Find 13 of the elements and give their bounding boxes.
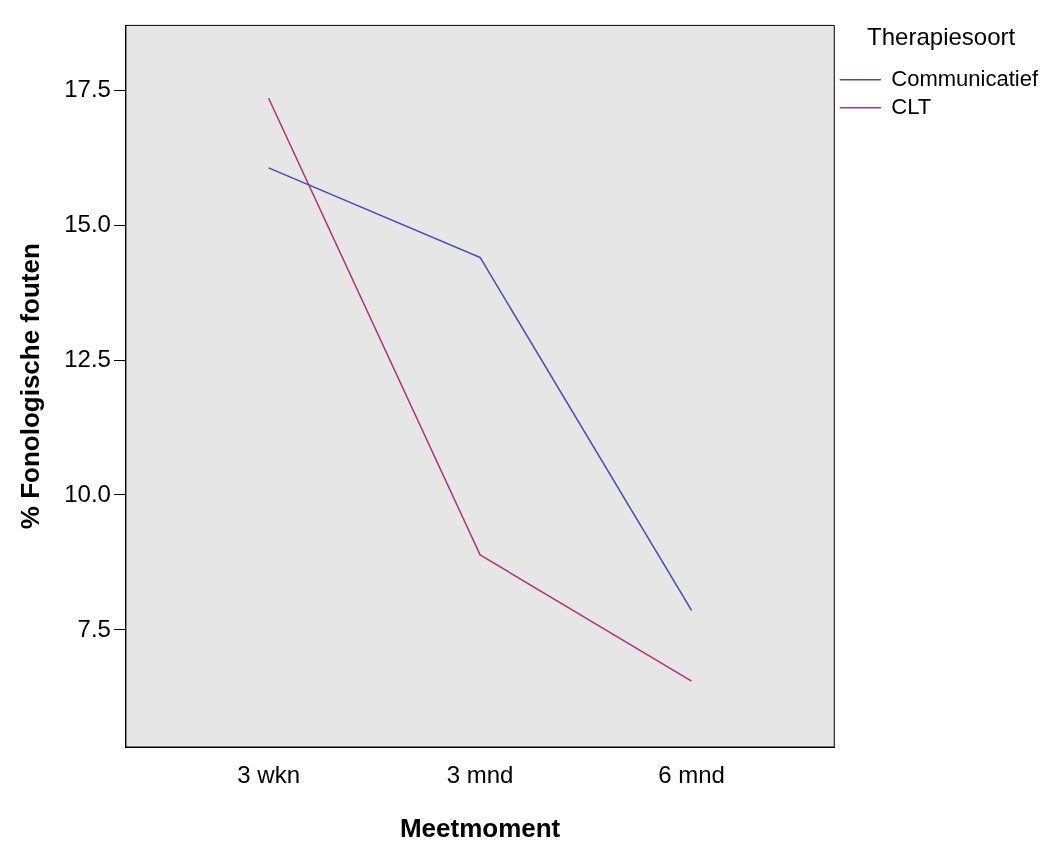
y-tick-label: 15.0 xyxy=(64,209,111,237)
y-tick-label: 12.5 xyxy=(64,344,111,372)
x-axis-title: Meetmoment xyxy=(399,812,561,843)
y-tick-label: 7.5 xyxy=(77,614,111,642)
y-tick-label: 10.0 xyxy=(64,479,111,507)
x-tick-label: 6 mnd xyxy=(658,761,725,789)
legend-label: CLT xyxy=(891,93,932,119)
legend-label: Communicatief xyxy=(891,65,1039,91)
y-tick-label: 17.5 xyxy=(64,74,111,102)
y-axis-title: % Fonologische fouten xyxy=(14,243,45,530)
x-tick-label: 3 wkn xyxy=(237,761,300,789)
x-tick-label: 3 mnd xyxy=(446,761,514,789)
legend-title: Therapiesoort xyxy=(867,22,1016,50)
